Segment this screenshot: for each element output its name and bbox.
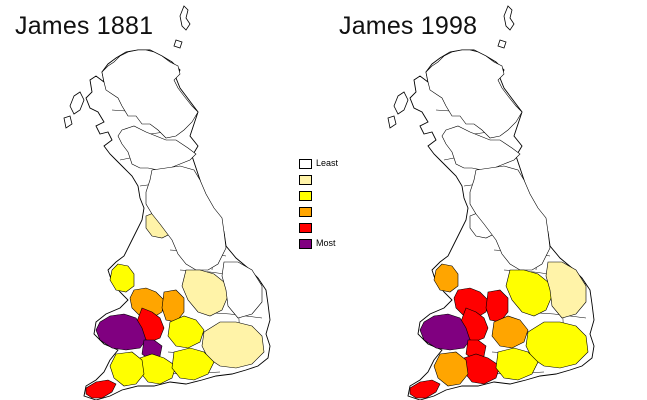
legend-swatch (299, 175, 312, 185)
legend-row (299, 173, 359, 189)
region-west-midlands (167, 315, 205, 349)
island (179, 5, 191, 31)
legend-swatch (299, 191, 312, 201)
legend-swatch (299, 159, 312, 169)
legend-label-most: Most (316, 238, 336, 248)
region-west-midlands (491, 315, 529, 349)
region-midlands-east (505, 269, 553, 317)
island (393, 91, 409, 115)
region-scotland-south (441, 125, 521, 171)
region-wessex (495, 347, 539, 381)
region-east-anglia (221, 261, 263, 319)
legend-label-least: Least (316, 158, 339, 168)
region-north-wales (433, 263, 459, 293)
island (503, 5, 515, 31)
region-mid-wales-east (453, 287, 489, 319)
island (387, 115, 397, 129)
map-1881 (63, 5, 271, 400)
island (497, 39, 507, 49)
region-east-anglia (545, 261, 587, 319)
region-north-wales (109, 263, 135, 293)
legend: Least Most (299, 157, 359, 253)
region-northern-england (469, 165, 551, 271)
region-scotland-south (117, 125, 197, 171)
legend-swatch (299, 207, 312, 217)
region-scotland-north (101, 49, 199, 139)
region-wessex (171, 347, 215, 381)
region-welsh-border (485, 289, 509, 323)
legend-swatch (299, 239, 312, 249)
region-south-west-wales (419, 313, 471, 351)
region-mid-wales-east (129, 287, 165, 319)
legend-row (299, 205, 359, 221)
region-south-wales-east (141, 339, 163, 361)
legend-row (299, 189, 359, 205)
region-devon (433, 351, 469, 387)
region-cornwall (409, 379, 441, 399)
region-midlands-east (181, 269, 229, 317)
island (173, 39, 183, 49)
legend-row (299, 221, 359, 237)
region-welsh-border (161, 289, 185, 323)
island (63, 115, 73, 129)
region-scotland-north (425, 49, 523, 139)
region-devon (109, 351, 145, 387)
legend-row: Least (299, 157, 359, 173)
map-title-1998: James 1998 (339, 12, 478, 40)
region-cornwall (85, 379, 117, 399)
legend-swatch (299, 223, 312, 233)
region-south-wales-east (465, 339, 487, 361)
map-1998 (387, 5, 595, 400)
region-northern-england (145, 165, 227, 271)
map-title-1881: James 1881 (15, 12, 154, 40)
island (69, 91, 85, 115)
region-south-west-wales (95, 313, 147, 351)
legend-row: Most (299, 237, 359, 253)
